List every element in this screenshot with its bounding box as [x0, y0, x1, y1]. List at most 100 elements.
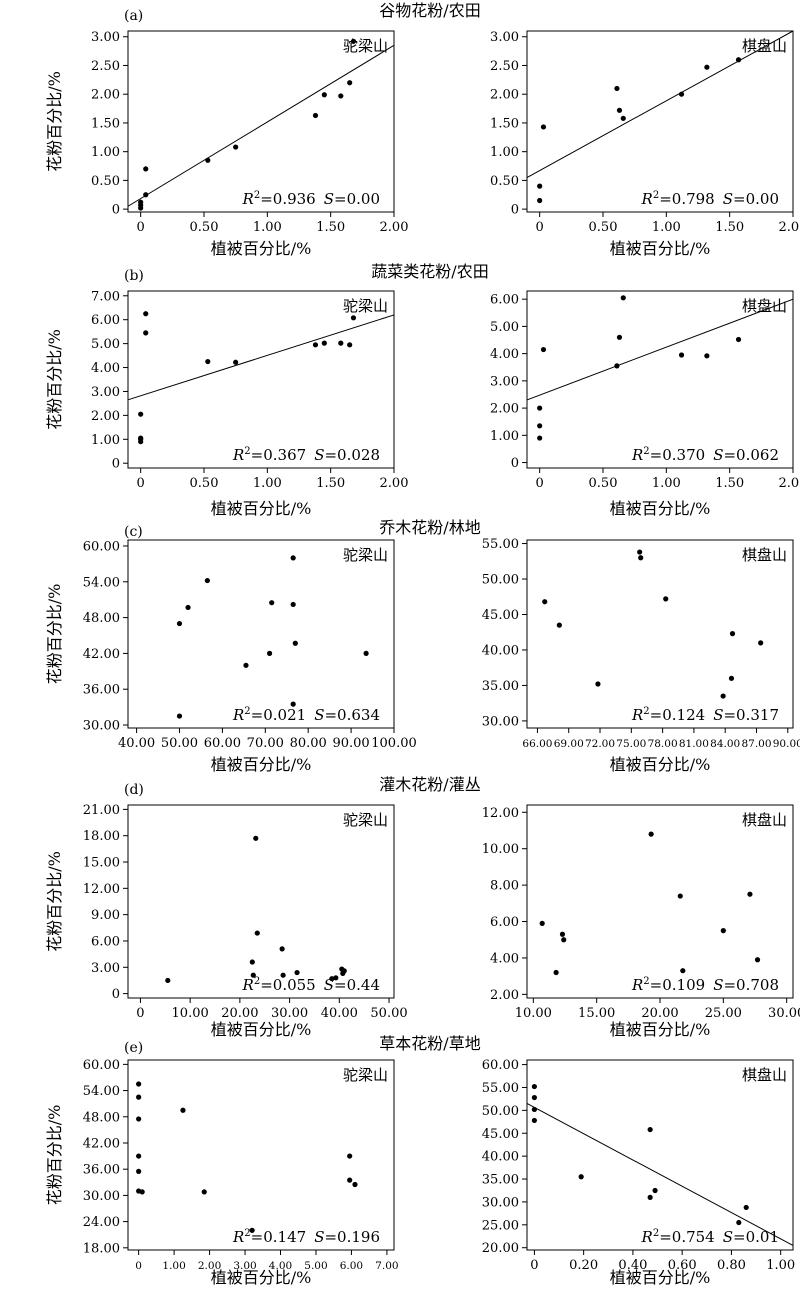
data-point	[663, 596, 669, 602]
data-point	[176, 713, 183, 719]
x-tick-label: 20.00	[641, 1006, 678, 1021]
y-tick-label: 0.50	[490, 174, 519, 189]
r2-equals: =	[260, 976, 273, 994]
x-tick-label: 75.00	[616, 738, 646, 750]
plot-frame	[526, 290, 794, 469]
x-tick-label: 0.40	[618, 1258, 647, 1273]
data-point	[647, 1194, 653, 1200]
y-axis-label: 花粉百分比/%	[45, 71, 64, 172]
data-point	[531, 1117, 537, 1124]
data-point	[341, 968, 347, 974]
r2-exponent: 2	[244, 706, 250, 717]
s-value: 0.708	[736, 976, 779, 994]
site-label: 棋盘山	[742, 546, 787, 564]
stats-annotation: R2=0.147 S=0.196	[232, 1228, 380, 1246]
y-tick-label: 12.00	[482, 806, 519, 821]
y-tick-label: 10.00	[482, 842, 519, 857]
site-label: 驼梁山	[343, 546, 388, 564]
r2-symbol: R	[631, 976, 643, 994]
data-point	[729, 631, 736, 637]
y-tick-label: 21.00	[83, 803, 120, 818]
regression-line	[526, 1103, 794, 1246]
r2-value: 0.109	[662, 976, 705, 994]
x-tick-label: 3.00	[233, 1260, 256, 1272]
data-point	[136, 1153, 142, 1159]
y-tick-label: 6.00	[490, 293, 519, 308]
x-axis-label: 植被百分比/%	[610, 239, 711, 258]
data-point	[540, 124, 547, 130]
y-axis-label: 花粉百分比/%	[45, 1105, 64, 1206]
y-tick-label: 2.00	[490, 988, 519, 1003]
x-tick-label: 0	[137, 476, 145, 491]
x-tick-label: 2.00	[779, 476, 800, 491]
x-tick-label: 90.00	[332, 736, 369, 751]
y-tick-label: 15.00	[83, 856, 120, 871]
data-point	[143, 192, 149, 198]
data-point	[352, 1181, 358, 1188]
data-point	[136, 1116, 142, 1122]
y-axis-label: 花粉百分比/%	[45, 584, 64, 685]
x-tick-label: 80.00	[290, 736, 327, 751]
data-point	[704, 353, 710, 359]
data-point	[338, 93, 344, 99]
data-point	[614, 85, 620, 92]
x-tick-label: 0.60	[668, 1258, 697, 1273]
data-point	[290, 601, 296, 608]
row-title: 蔬菜类花粉/农田	[371, 262, 488, 281]
y-tick-label: 60.00	[482, 1058, 519, 1073]
x-tick-label: 30.00	[271, 1006, 308, 1021]
y-axis-label: 花粉百分比/%	[45, 851, 64, 952]
data-point	[321, 92, 327, 98]
data-point	[531, 1083, 537, 1090]
r2-exponent: 2	[254, 976, 260, 987]
data-point	[614, 363, 620, 369]
y-tick-label: 48.00	[83, 611, 120, 626]
x-axis-label: 植被百分比/%	[610, 499, 711, 518]
y-tick-label: 4.00	[490, 347, 519, 362]
x-axis-label: 植被百分比/%	[610, 755, 711, 774]
x-tick-label: 1.00	[253, 476, 282, 491]
x-tick-label: 1.50	[316, 476, 345, 491]
data-point	[143, 330, 149, 336]
regression-line	[127, 314, 395, 401]
y-tick-label: 20.00	[482, 1241, 519, 1256]
data-point	[728, 675, 735, 681]
y-tick-label: 35.00	[482, 679, 519, 694]
r2-symbol: R	[232, 1228, 244, 1246]
x-tick-label: 15.00	[578, 1006, 615, 1021]
y-tick-label: 1.50	[91, 116, 120, 131]
y-tick-label: 9.00	[91, 908, 120, 923]
x-tick-label: 0.50	[190, 476, 219, 491]
r2-value: 0.936	[273, 190, 316, 208]
site-label: 驼梁山	[343, 811, 388, 829]
x-tick-label: 66.00	[522, 738, 552, 750]
y-tick-label: 54.00	[83, 1084, 120, 1099]
data-point	[136, 1168, 142, 1174]
y-tick-label: 8.00	[490, 879, 519, 894]
r2-value: 0.367	[263, 446, 306, 464]
data-point	[350, 315, 357, 321]
y-tick-label: 55.00	[482, 1081, 519, 1096]
x-tick-label: 0.50	[589, 220, 618, 235]
y-tick-label: 18.00	[83, 829, 120, 844]
y-tick-label: 6.00	[91, 313, 120, 328]
s-equals: =	[334, 190, 347, 208]
data-point	[561, 937, 567, 943]
y-tick-label: 5.00	[490, 320, 519, 335]
s-value: 0.00	[746, 190, 779, 208]
s-symbol: S	[713, 446, 723, 464]
r2-exponent: 2	[643, 446, 649, 457]
data-point	[138, 411, 144, 417]
x-tick-label: 0	[530, 1258, 538, 1273]
site-label: 驼梁山	[343, 297, 388, 315]
s-symbol: S	[723, 190, 733, 208]
x-axis-label: 植被百分比/%	[610, 1268, 711, 1287]
y-tick-label: 50.00	[482, 573, 519, 588]
data-point	[249, 959, 255, 965]
r2-symbol: R	[631, 446, 643, 464]
data-point	[347, 1177, 353, 1183]
panel-label: (c)	[124, 524, 143, 540]
y-tick-label: 2.50	[91, 59, 120, 74]
plot-frame	[526, 539, 794, 729]
s-equals: =	[723, 446, 736, 464]
